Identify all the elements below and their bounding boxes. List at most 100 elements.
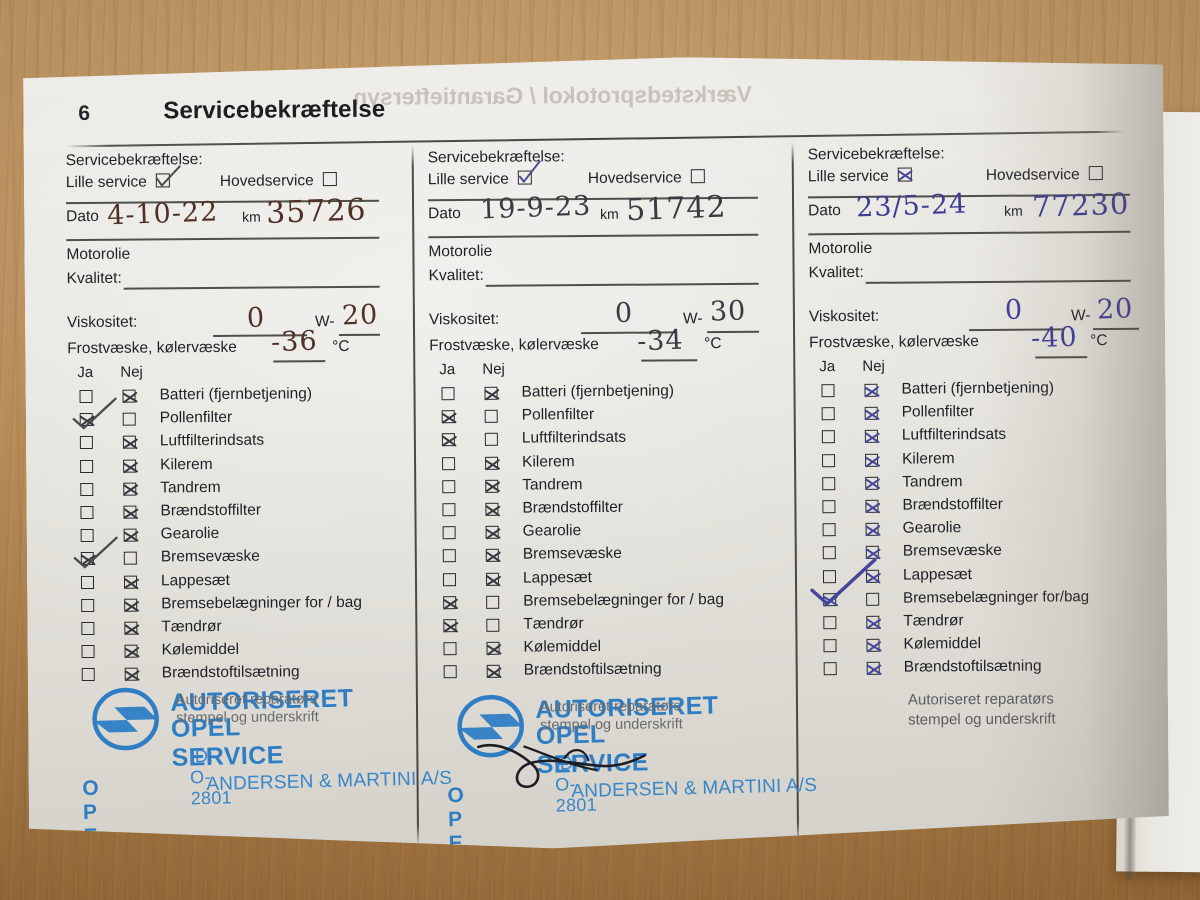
checkbox-no[interactable] (864, 384, 877, 397)
viscosity-w-rule (1093, 328, 1139, 330)
checkbox-yes[interactable] (81, 529, 94, 542)
checkbox-yes[interactable] (442, 503, 455, 516)
checkbox-yes[interactable] (81, 575, 94, 588)
checkbox-no[interactable] (484, 387, 497, 400)
checkbox-yes[interactable] (822, 407, 835, 420)
checklist-row: Brændstoftilsætning (70, 662, 425, 688)
checkbox-no[interactable] (486, 642, 499, 655)
checkbox-no[interactable] (124, 598, 137, 611)
checkbox-yes[interactable] (823, 593, 836, 606)
checkbox-yes[interactable] (823, 639, 836, 652)
checkbox-no[interactable] (123, 482, 136, 495)
cross-mark-icon (124, 437, 135, 448)
checkbox-no[interactable] (866, 569, 879, 582)
checkbox-yes[interactable] (81, 622, 94, 635)
checkbox-yes[interactable] (80, 413, 93, 426)
checkbox-yes[interactable] (822, 477, 835, 490)
checkbox-no[interactable] (124, 575, 137, 588)
checkbox-no[interactable] (485, 456, 498, 469)
checkbox-no[interactable] (486, 595, 499, 608)
checkbox-no[interactable] (123, 413, 136, 426)
checkbox-yes[interactable] (81, 645, 94, 658)
checklist-row: Brændstoffilter (810, 493, 1165, 519)
checkbox-no[interactable] (487, 665, 500, 678)
checkbox-yes[interactable] (443, 596, 456, 609)
checkbox-yes[interactable] (81, 552, 94, 565)
checkbox-no[interactable] (866, 546, 879, 559)
checkbox-yes[interactable] (81, 599, 94, 612)
viscosity-w-rule (707, 331, 759, 333)
checkbox-yes[interactable] (821, 384, 834, 397)
checkbox-no[interactable] (865, 453, 878, 466)
checkbox-yes[interactable] (442, 433, 455, 446)
checkbox-yes[interactable] (824, 662, 837, 675)
checkbox-no[interactable] (865, 430, 878, 443)
checkbox-yes[interactable] (80, 460, 93, 473)
checkbox-no[interactable] (125, 668, 138, 681)
checkbox-no[interactable] (124, 645, 137, 658)
checkbox-yes[interactable] (79, 390, 92, 403)
checkbox-no[interactable] (865, 500, 878, 513)
checkbox-yes[interactable] (444, 665, 457, 678)
km-label: km (1004, 202, 1023, 219)
checkbox-no[interactable] (124, 529, 137, 542)
checkbox-yes[interactable] (822, 454, 835, 467)
checkbox-no[interactable] (485, 410, 498, 423)
checkbox-no[interactable] (122, 390, 135, 403)
checkbox-yes[interactable] (441, 387, 454, 400)
checkbox-yes[interactable] (442, 410, 455, 423)
checklist-row: Pollenfilter (810, 401, 1165, 427)
checkbox-yes[interactable] (443, 549, 456, 562)
checkbox-no[interactable] (123, 506, 136, 519)
checkbox-no[interactable] (865, 407, 878, 420)
checkbox-no[interactable] (123, 436, 136, 449)
checkbox-yes[interactable] (442, 480, 455, 493)
small-service-checkbox[interactable] (518, 170, 532, 184)
checkbox-no[interactable] (486, 526, 499, 539)
checkbox-no[interactable] (866, 616, 879, 629)
checkbox-yes[interactable] (443, 526, 456, 539)
checkbox-no[interactable] (485, 503, 498, 516)
checkbox-no[interactable] (866, 523, 879, 536)
checkbox-yes[interactable] (80, 436, 93, 449)
cross-mark-icon (899, 169, 911, 181)
checkbox-no[interactable] (486, 549, 499, 562)
page-title: Servicebekræftelse (163, 95, 386, 125)
small-service-label: Lille service (65, 173, 147, 192)
small-service-checkbox[interactable] (898, 168, 912, 182)
checkbox-yes[interactable] (823, 523, 836, 536)
checkbox-no[interactable] (485, 480, 498, 493)
checkbox-yes[interactable] (823, 570, 836, 583)
checkbox-no[interactable] (485, 433, 498, 446)
checkbox-yes[interactable] (822, 430, 835, 443)
checkbox-yes[interactable] (80, 483, 93, 496)
checkbox-yes[interactable] (443, 642, 456, 655)
checkbox-yes[interactable] (823, 546, 836, 559)
checklist-item-label: Kilerem (901, 449, 955, 468)
checkbox-yes[interactable] (80, 506, 93, 519)
checkbox-no[interactable] (123, 459, 136, 472)
viscosity-label: Viskositet: (808, 307, 880, 326)
checkbox-no[interactable] (865, 477, 878, 490)
cross-mark-icon (125, 622, 136, 633)
checkbox-no[interactable] (124, 552, 137, 565)
checkbox-no[interactable] (486, 619, 499, 632)
checkbox-no[interactable] (124, 621, 137, 634)
checkbox-no[interactable] (866, 592, 879, 605)
checkbox-yes[interactable] (443, 573, 456, 586)
main-service-checkbox[interactable] (1089, 166, 1103, 180)
checkbox-yes[interactable] (822, 500, 835, 513)
checkbox-yes[interactable] (443, 619, 456, 632)
checkbox-no[interactable] (866, 639, 879, 652)
checkbox-yes[interactable] (82, 668, 95, 681)
checkbox-yes[interactable] (442, 457, 455, 470)
checkbox-yes[interactable] (823, 616, 836, 629)
main-service-checkbox[interactable] (323, 172, 337, 186)
cross-mark-icon (124, 460, 136, 472)
checkbox-no[interactable] (486, 572, 499, 585)
checkbox-no[interactable] (867, 662, 880, 675)
tick-mark-icon (518, 164, 540, 184)
small-service-checkbox[interactable] (156, 173, 170, 187)
main-service-checkbox[interactable] (691, 169, 705, 183)
